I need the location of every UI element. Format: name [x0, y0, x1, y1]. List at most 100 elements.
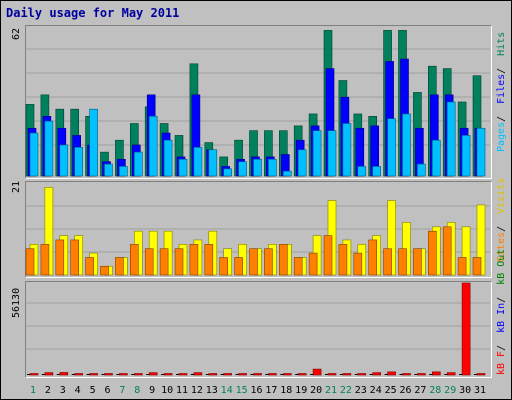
legend-bottom-item-kb-f: kB F [496, 351, 507, 375]
legend-bottom-item-kb-in: kB In [496, 303, 507, 333]
bar-kbf-day-4 [74, 373, 83, 376]
x-tick-label-day-5: 5 [90, 385, 96, 396]
x-tick-label-day-9: 9 [149, 385, 155, 396]
bar-kbf-day-13 [208, 373, 218, 376]
bar-sites-day-13 [204, 244, 214, 276]
bar-kbf-day-5 [89, 373, 98, 376]
panel-kbytes [25, 281, 492, 378]
x-tick-label-day-18: 18 [280, 385, 292, 396]
x-tick-label-day-4: 4 [75, 385, 81, 396]
x-tick-label-day-1: 1 [30, 385, 36, 396]
bar-pages-day-31 [476, 127, 486, 177]
bar-pages-day-22 [342, 123, 352, 177]
bar-kbf-day-31 [476, 373, 486, 376]
bar-pages-day-28 [431, 139, 441, 177]
bar-pages-day-9 [148, 116, 158, 177]
bar-kbout-day-15 [235, 374, 239, 375]
bar-kbf-day-21 [327, 373, 337, 376]
legend-bottom-separator: / [496, 297, 507, 303]
bar-kbout-day-4 [71, 374, 75, 375]
bar-sites-day-14 [219, 257, 228, 276]
x-tick-label-day-3: 3 [60, 385, 66, 396]
bar-kbf-day-28 [431, 371, 441, 376]
bar-kbout-day-31 [474, 374, 477, 375]
bar-pages-day-5 [89, 108, 98, 177]
bar-pages-day-29 [446, 101, 456, 177]
bar-kbf-day-29 [446, 372, 456, 376]
bar-kbf-day-19 [297, 373, 307, 376]
bar-pages-day-25 [387, 118, 396, 177]
bar-kbf-day-12 [193, 372, 203, 376]
bar-kbout-day-8 [131, 374, 135, 375]
bar-kbout-day-7 [116, 374, 120, 375]
bar-sites-day-9 [144, 248, 154, 276]
x-tick-label-day-20: 20 [310, 385, 322, 396]
bar-kbf-day-17 [268, 373, 277, 376]
bar-sites-day-10 [159, 248, 169, 276]
bar-pages-day-2 [44, 120, 54, 177]
bar-sites-day-16 [249, 248, 258, 276]
bar-pages-day-11 [178, 158, 188, 177]
bar-kbf-day-16 [253, 373, 262, 376]
bar-pages-day-30 [461, 135, 471, 177]
bar-kbf-day-2 [44, 372, 54, 376]
bar-kbf-day-15 [238, 373, 247, 376]
bar-sites-day-26 [398, 248, 407, 276]
x-tick-label-day-16: 16 [250, 385, 262, 396]
bar-kbout-day-21 [325, 374, 328, 375]
bar-kbf-day-18 [282, 373, 292, 376]
x-tick-label-day-17: 17 [265, 385, 277, 396]
bar-kbout-day-23 [354, 374, 358, 375]
bar-kbf-day-11 [178, 373, 188, 376]
bar-kbf-day-25 [387, 371, 396, 376]
x-tick-label-day-31: 31 [474, 385, 486, 396]
bar-sites-day-5 [85, 257, 94, 276]
bar-sites-day-18 [278, 244, 288, 276]
bar-kbout-day-25 [384, 374, 388, 375]
x-tick-label-day-19: 19 [295, 385, 307, 396]
x-tick-label-day-14: 14 [221, 385, 233, 396]
bar-sites-day-21 [323, 235, 333, 276]
legend-middle-item-visits: Visits [496, 178, 507, 214]
bar-kbf-day-23 [357, 373, 367, 376]
bar-pages-day-19 [297, 149, 307, 177]
bar-pages-day-10 [163, 139, 173, 177]
x-tick-label-day-2: 2 [45, 385, 51, 396]
bar-kbout-day-13 [205, 374, 209, 375]
bar-kbf-day-1 [29, 373, 39, 376]
bar-pages-day-24 [372, 166, 382, 177]
x-tick-label-day-28: 28 [429, 385, 441, 396]
bar-pages-day-18 [282, 170, 292, 177]
bar-kbout-day-19 [295, 374, 299, 375]
bar-kbout-day-3 [56, 374, 60, 375]
bar-sites-day-2 [40, 244, 50, 276]
bar-kbout-day-27 [414, 374, 418, 375]
legend-top-item-pages: Pages [496, 122, 507, 152]
bar-kbf-day-7 [119, 373, 128, 376]
bar-sites-day-17 [264, 248, 273, 276]
x-tick-label-day-15: 15 [236, 385, 248, 396]
x-tick-label-day-12: 12 [191, 385, 203, 396]
bar-kbout-day-18 [280, 374, 284, 375]
bar-pages-day-17 [268, 158, 277, 177]
bar-kbf-day-3 [59, 372, 69, 376]
bar-sites-day-19 [293, 257, 303, 276]
legend-bottom-group: kB F / kB In / kB Out [496, 249, 507, 375]
bar-kbout-day-11 [176, 374, 179, 375]
x-tick-label-day-13: 13 [206, 385, 218, 396]
bar-sites-day-28 [427, 230, 437, 276]
bar-kbout-day-20 [310, 374, 314, 375]
bar-sites-day-3 [55, 239, 65, 276]
x-tick-label-day-8: 8 [134, 385, 140, 396]
bar-pages-day-7 [119, 166, 128, 177]
x-tick-label-day-6: 6 [104, 385, 110, 396]
bar-kbf-day-6 [104, 373, 113, 376]
bar-sites-day-1 [25, 248, 35, 276]
bar-pages-day-16 [253, 158, 262, 177]
bar-kbf-day-9 [148, 372, 158, 376]
bar-kbout-day-1 [27, 374, 30, 375]
legend-bottom-separator: / [496, 345, 507, 351]
x-tick-label-day-24: 24 [370, 385, 382, 396]
bar-sites-day-20 [308, 252, 318, 276]
